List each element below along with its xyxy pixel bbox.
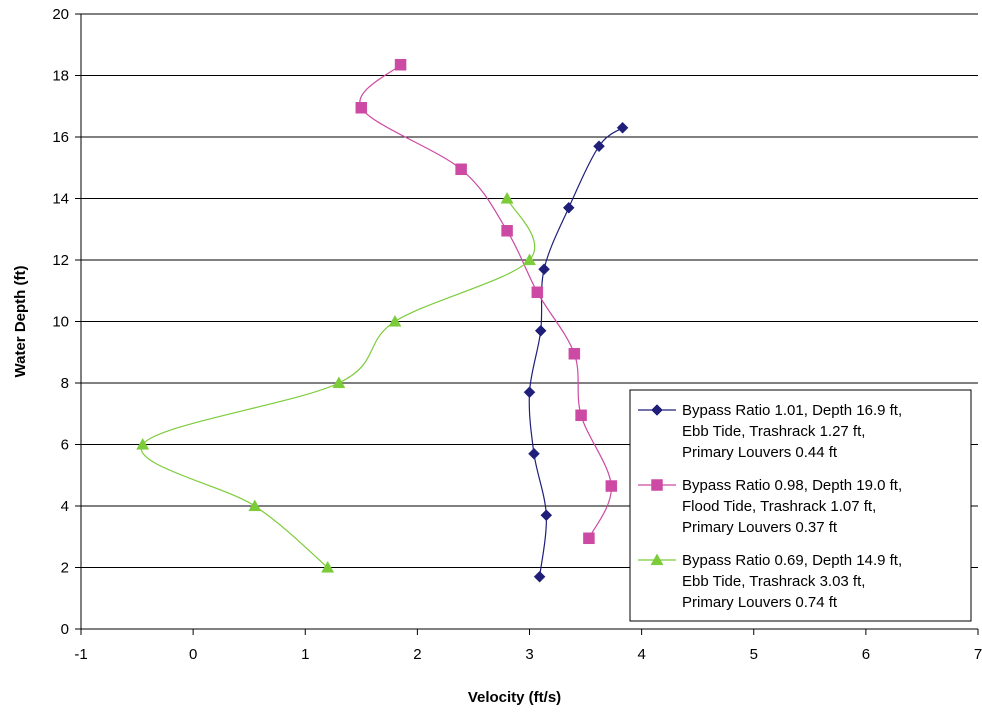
series-2-point-3 — [575, 409, 587, 422]
series-1 — [523, 121, 629, 583]
legend-entry-3: Bypass Ratio 0.69, Depth 14.9 ft, Ebb Tid… — [638, 552, 902, 611]
legend-entry-1: Bypass Ratio 1.01, Depth 16.9 ft, Ebb Tid… — [638, 402, 902, 461]
y-tick-label-4: 8 — [61, 375, 69, 392]
series-1-point-1 — [533, 570, 546, 583]
y-tick-label-0: 0 — [61, 621, 69, 638]
legend-label-3-line-1: Bypass Ratio 0.69, Depth 14.9 ft, — [682, 552, 902, 569]
series-2-point-2 — [605, 480, 618, 492]
series-2-point-1 — [583, 532, 595, 545]
x-tick-label-6: 5 — [750, 646, 758, 663]
legend-swatch-marker-1 — [651, 404, 663, 416]
series-3-point-4 — [332, 376, 346, 389]
series-1-point-4 — [523, 386, 536, 399]
series-2-point-7 — [455, 163, 467, 176]
x-tick-label-3: 2 — [413, 646, 421, 663]
series-2-point-4 — [568, 348, 581, 360]
x-tick-label-2: 1 — [301, 646, 309, 663]
series-1-point-3 — [528, 447, 540, 460]
legend-label-3-line-2: Ebb Tide, Trashrack 3.03 ft, — [682, 573, 865, 590]
series-1-point-9 — [616, 121, 629, 134]
series-3-point-2 — [248, 499, 262, 512]
legend-label-2-line-1: Bypass Ratio 0.98, Depth 19.0 ft, — [682, 477, 902, 494]
series-2-point-5 — [531, 286, 544, 299]
series-2-point-9 — [394, 58, 407, 71]
x-tick-label-1: 0 — [189, 646, 197, 663]
series-3-point-3 — [136, 437, 150, 450]
series-1-point-2 — [540, 509, 553, 522]
series-1-point-6 — [538, 263, 550, 276]
y-tick-label-10: 20 — [52, 6, 69, 23]
x-tick-label-5: 4 — [637, 646, 645, 663]
x-axis-title: Velocity (ft/s) — [468, 689, 561, 706]
y-tick-label-5: 10 — [52, 314, 69, 331]
y-tick-label-9: 18 — [52, 68, 69, 85]
series-3 — [136, 191, 536, 573]
legend-label-2-line-2: Flood Tide, Trashrack 1.07 ft, — [682, 498, 876, 515]
legend-label-1-line-1: Bypass Ratio 1.01, Depth 16.9 ft, — [682, 402, 902, 419]
legend: Bypass Ratio 1.01, Depth 16.9 ft, Ebb Tid… — [629, 389, 972, 622]
series-2-point-8 — [355, 102, 368, 114]
legend-label-1-line-2: Ebb Tide, Trashrack 1.27 ft, — [682, 423, 865, 440]
y-tick-label-1: 2 — [61, 560, 69, 577]
legend-swatch-marker-3 — [650, 553, 664, 566]
series-3-point-7 — [500, 191, 514, 204]
y-tick-label-7: 14 — [52, 191, 69, 208]
x-tick-label-7: 6 — [862, 646, 870, 663]
legend-label-2-line-3: Primary Louvers 0.37 ft — [682, 519, 838, 536]
legend-box — [629, 389, 972, 622]
series-2-line — [359, 64, 612, 539]
x-tick-label-4: 3 — [525, 646, 533, 663]
series-1-point-5 — [534, 324, 547, 337]
x-tick-label-0: -1 — [74, 646, 87, 663]
series-3-point-1 — [321, 560, 335, 573]
legend-swatch-marker-2 — [651, 479, 663, 491]
y-tick-label-6: 12 — [52, 252, 69, 269]
x-tick-label-8: 7 — [974, 646, 982, 663]
y-axis-title: Water Depth (ft) — [12, 266, 29, 378]
y-tick-label-2: 4 — [61, 498, 69, 515]
legend-label-3-line-3: Primary Louvers 0.74 ft — [682, 594, 838, 611]
y-tick-label-3: 6 — [61, 437, 69, 454]
legend-label-1-line-3: Primary Louvers 0.44 ft — [682, 444, 838, 461]
series-2 — [355, 58, 618, 545]
y-tick-label-8: 16 — [52, 129, 69, 146]
series-layer — [136, 58, 629, 583]
series-1-point-7 — [562, 201, 575, 214]
series-3-point-5 — [388, 314, 402, 327]
legend-entry-2: Bypass Ratio 0.98, Depth 19.0 ft, Flood T… — [638, 477, 902, 536]
series-1-point-8 — [593, 140, 605, 153]
series-2-point-6 — [501, 225, 513, 237]
series-3-point-6 — [523, 253, 536, 266]
